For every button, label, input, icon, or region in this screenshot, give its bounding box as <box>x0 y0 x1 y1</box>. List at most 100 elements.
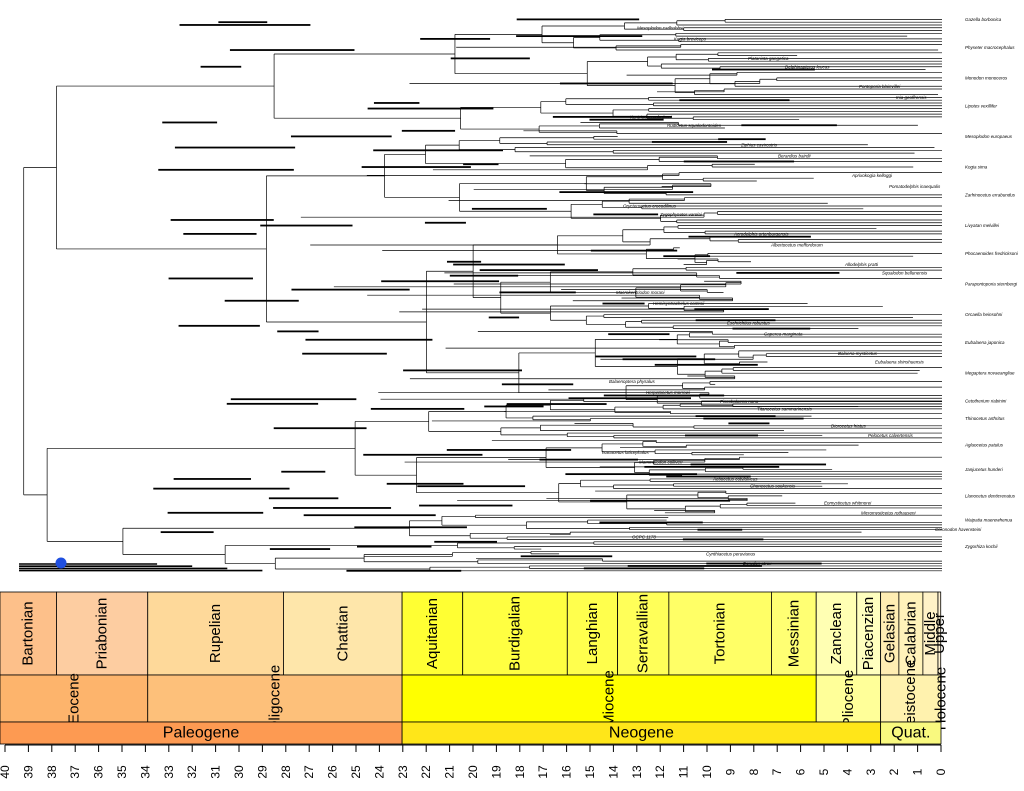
axis-tick-label: 40 <box>0 765 12 779</box>
stratigraphic-range-bar <box>654 363 758 366</box>
tip-label: Phocaenoides fredricksoni <box>965 251 1019 256</box>
epoch-label: Oligocene <box>266 665 283 733</box>
stratigraphic-range-bar <box>179 24 311 26</box>
axis-tick-label: 2 <box>887 768 901 775</box>
tip-label: Lipotes vexillifer <box>965 103 998 108</box>
stratigraphic-range-bar <box>303 514 436 517</box>
tip-label: Albertocetus meffordorum <box>770 243 823 248</box>
stratigraphic-range-bar <box>688 235 811 238</box>
tip-label: Mesoplodon europaeus <box>965 134 1013 139</box>
stratigraphic-range-bar <box>153 487 290 490</box>
stratigraphic-range-bar <box>732 327 811 330</box>
epoch-band <box>880 674 942 723</box>
phylogenetic-tree: Gazella borbonica Mesoplodon carlhubbsi Ko… <box>19 17 1019 572</box>
period-label: Quat. <box>891 725 930 742</box>
tip-label: Micromysticetus rothauseni <box>861 510 917 515</box>
stratigraphic-range-bar <box>552 115 672 118</box>
tip-label: Platanista gangetica <box>748 56 789 61</box>
tip-label: Isanacetus laticephalus <box>602 450 650 455</box>
stratigraphic-range-bar <box>419 504 513 507</box>
stratigraphic-range-bar <box>682 538 764 541</box>
stratigraphic-range-bar <box>449 274 519 277</box>
tip-label: Macrokentriodon morani <box>616 290 666 295</box>
axis-tick-label: 4 <box>840 768 854 775</box>
axis-tick-label: 23 <box>396 765 410 779</box>
stage-label: Priabonian <box>94 598 111 670</box>
stratigraphic-range-bar <box>356 545 432 548</box>
stratigraphic-range-bar <box>602 302 645 305</box>
axis-tick-label: 8 <box>747 768 761 775</box>
tip-label: Livyatan melvillei <box>965 223 1000 228</box>
stage-label: Upper <box>931 613 948 654</box>
stratigraphic-range-bar <box>593 213 659 216</box>
stratigraphic-range-bar <box>158 168 294 171</box>
stratigraphic-range-bar <box>403 369 522 372</box>
axis-tick-label: 15 <box>583 765 597 779</box>
stratigraphic-range-bar <box>226 402 319 405</box>
stratigraphic-range-bar <box>539 458 639 461</box>
stratigraphic-range-bar <box>741 124 837 127</box>
stratigraphic-range-bar <box>281 470 326 473</box>
stage-band <box>566 591 619 676</box>
axis-tick-label: 36 <box>92 765 106 779</box>
stratigraphic-range-bar <box>168 277 253 280</box>
axis-tick-label: 35 <box>115 765 129 779</box>
stratigraphic-range-bar <box>690 463 827 466</box>
axis-tick-label: 1 <box>911 768 925 775</box>
axis-tick-label: 26 <box>326 765 340 779</box>
stratigraphic-range-bar <box>589 118 664 121</box>
stratigraphic-range-bar <box>703 417 804 420</box>
epoch-band <box>401 674 817 723</box>
tip-label: Pelocetus calvertensis <box>868 433 914 438</box>
stratigraphic-range-bar <box>453 263 565 266</box>
axis-tick-label: 39 <box>21 765 35 779</box>
tip-label: Zygorhiza kochii <box>964 544 999 549</box>
stage-label: Piacenzian <box>860 597 877 670</box>
axis-tick-label: 12 <box>653 765 667 779</box>
stratigraphic-range-bar <box>590 249 678 252</box>
tip-label: Parapontoporia sternbergi <box>965 282 1018 287</box>
tip-label: Herpetocetus morrowi <box>646 390 691 395</box>
axis-tick-label: 37 <box>68 765 82 779</box>
axis-tick-label: 10 <box>700 765 714 779</box>
axis-tick-label: 22 <box>419 765 433 779</box>
stratigraphic-range-bar <box>663 255 711 258</box>
stage-label: Tortonian <box>712 603 729 665</box>
stratigraphic-range-bar <box>506 403 607 405</box>
stage-label: Serravallian <box>635 594 652 673</box>
stratigraphic-range-bar <box>450 57 530 60</box>
tip-label: Physeter macrocephalus <box>965 45 1015 50</box>
stratigraphic-range-bar <box>346 569 462 572</box>
axis-tick-label: 0 <box>934 768 948 775</box>
stage-band <box>56 591 149 676</box>
stage-label: Chattian <box>334 606 351 662</box>
stratigraphic-range-bar <box>260 224 353 227</box>
tip-label: Titanocetus sammarinensis <box>757 406 812 411</box>
stratigraphic-range-bar <box>499 291 576 294</box>
tip-label: Piscobalaena nana <box>720 399 759 404</box>
root-node-marker <box>55 557 67 569</box>
stratigraphic-range-bar <box>501 383 574 386</box>
stage-band <box>898 591 924 676</box>
tip-label: Eomysticetus whitmorei <box>824 501 872 506</box>
tip-label: Squalodon bellunensis <box>882 270 928 275</box>
stratigraphic-range-bar <box>373 149 504 152</box>
stratigraphic-range-bar <box>434 540 498 543</box>
stage-label: Middle <box>922 611 939 655</box>
tip-label: Megaptera novaeangliae <box>965 371 1015 376</box>
tip-label: Zarhinocetus errabundus <box>964 192 1016 197</box>
stratigraphic-range-bar <box>273 507 392 509</box>
stratigraphic-range-bar <box>471 207 547 210</box>
stratigraphic-range-bar <box>479 269 598 272</box>
stratigraphic-range-bar <box>622 358 716 361</box>
tip-label: Llanocetus denticrenatus <box>965 493 1016 498</box>
stratigraphic-range-bar <box>381 280 500 283</box>
axis-tick-label: 6 <box>794 768 808 775</box>
stratigraphic-range-bar <box>559 82 673 85</box>
period-label: Neogene <box>609 725 674 742</box>
stratigraphic-range-bar <box>173 478 252 480</box>
tip-label: Eubalaena shinshuensis <box>875 360 925 365</box>
stratigraphic-range-bar <box>162 121 218 124</box>
tip-label: Janjucetus hunderi <box>964 467 1004 472</box>
